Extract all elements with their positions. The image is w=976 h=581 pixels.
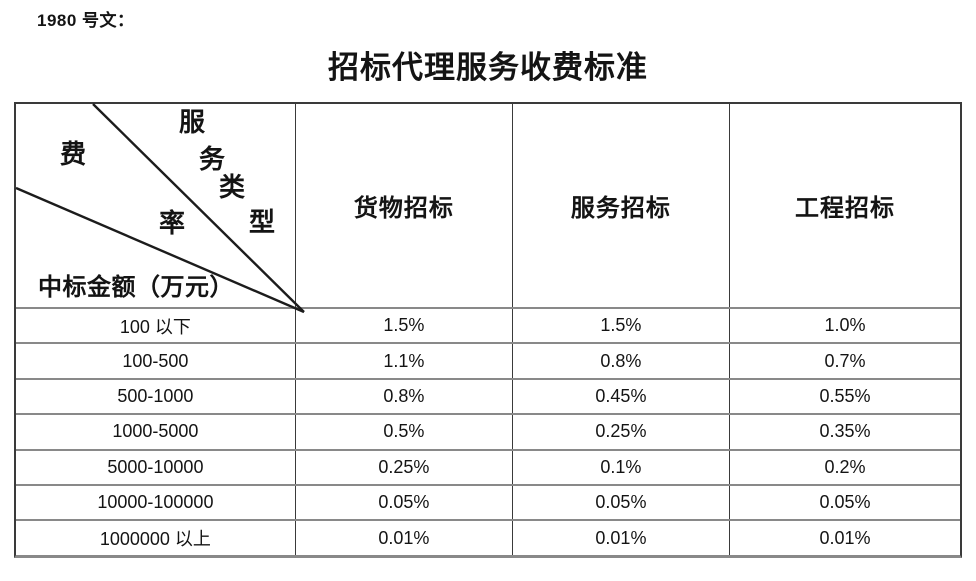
- column-header-goods: 货物招标: [296, 104, 513, 307]
- doc-number: 1980 号文：: [37, 11, 135, 30]
- engineering-rate-cell: 0.55%: [819, 385, 871, 406]
- fee-rate-label-char: 费: [60, 140, 87, 169]
- table-row: 100-500 1.1% 0.8% 0.7%: [16, 342, 960, 378]
- amount-range-cell: 100 以下: [16, 309, 296, 343]
- amount-axis-label: 中标金额（万元）: [38, 275, 234, 301]
- table-row: 500-1000 0.8% 0.45% 0.55%: [16, 377, 960, 414]
- fee-rate-label-char: 率: [159, 209, 186, 238]
- services-rate-cell: 1.5%: [513, 309, 730, 343]
- table-row: 10000-100000 0.05% 0.05% 0.05%: [16, 483, 960, 520]
- table-row: 1000000 以上 0.01% 0.01% 0.01%: [16, 519, 960, 555]
- column-header-engineering: 工程招标: [794, 196, 895, 222]
- services-rate-cell: 0.25%: [513, 415, 730, 449]
- amount-range-cell: 500-1000: [16, 379, 296, 414]
- diagonal-divider-icon: [15, 103, 305, 314]
- column-header-services: 服务招标: [513, 104, 730, 307]
- fee-table: 费 率 服 务 类 型 中标金额（万元） 货物招标 服务招标 工程招标 100 …: [14, 102, 962, 558]
- service-type-label-char: 型: [249, 208, 276, 237]
- goods-rate-cell: 0.25%: [296, 450, 513, 484]
- goods-rate-cell: 0.5%: [296, 415, 513, 449]
- services-rate-cell: 0.8%: [513, 344, 730, 378]
- goods-rate-cell: 0.8%: [296, 379, 513, 414]
- amount-range-cell: 1000-5000: [16, 415, 296, 449]
- amount-range-cell: 1000000 以上: [16, 521, 296, 555]
- engineering-rate-cell: 1.0%: [824, 315, 866, 336]
- services-rate-cell: 0.05%: [513, 485, 730, 520]
- page-title: 招标代理服务收费标准: [328, 50, 648, 85]
- engineering-rate-cell: 0.01%: [819, 527, 871, 548]
- amount-range-cell: 100-500: [16, 344, 296, 378]
- table-row: 1000-5000 0.5% 0.25% 0.35%: [16, 413, 960, 449]
- engineering-rate-cell: 0.2%: [824, 456, 866, 477]
- table-row: 100 以下 1.5% 1.5% 1.0%: [16, 307, 960, 343]
- services-rate-cell: 0.45%: [513, 379, 730, 414]
- engineering-rate-cell: 0.35%: [819, 421, 871, 442]
- service-type-label-char: 类: [219, 173, 246, 202]
- engineering-rate-cell: 0.05%: [819, 492, 871, 513]
- table-header-row: 费 率 服 务 类 型 中标金额（万元） 货物招标 服务招标 工程招标: [15, 103, 960, 314]
- engineering-rate-cell: 0.7%: [824, 350, 866, 371]
- services-rate-cell: 0.1%: [513, 450, 730, 484]
- amount-range-cell: 10000-100000: [16, 485, 296, 520]
- diagonal-header-cell: 费 率 服 务 类 型 中标金额（万元）: [15, 103, 305, 314]
- goods-rate-cell: 0.01%: [296, 521, 513, 555]
- service-type-label-char: 务: [199, 145, 226, 174]
- service-type-label-char: 服: [179, 108, 206, 137]
- amount-range-cell: 5000-10000: [16, 450, 296, 484]
- table-row: 5000-10000 0.25% 0.1% 0.2%: [16, 448, 960, 484]
- goods-rate-cell: 0.05%: [296, 485, 513, 520]
- services-rate-cell: 0.01%: [513, 521, 730, 555]
- goods-rate-cell: 1.1%: [296, 344, 513, 378]
- goods-rate-cell: 1.5%: [296, 309, 513, 343]
